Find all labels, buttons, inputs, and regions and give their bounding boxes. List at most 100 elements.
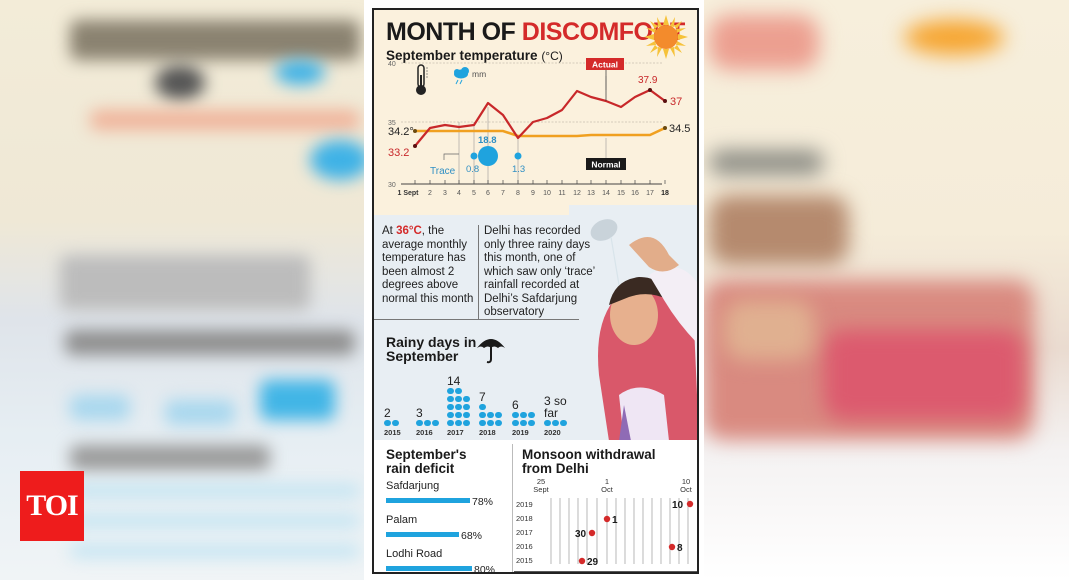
rainy-days-2015: 2 2015 — [384, 405, 410, 437]
blurred-line — [90, 110, 360, 130]
rainy-days-2016: 3 2016 — [416, 405, 442, 437]
tick-1-oct-month: Oct — [601, 485, 614, 494]
year-2016: 2016 — [516, 542, 533, 551]
blurred-thermometer — [155, 65, 205, 100]
rain-label-day8: 1.3 — [512, 164, 525, 175]
point-2017 — [588, 529, 596, 537]
withdrawal-title: Monsoon withdrawal from Delhi — [522, 448, 656, 476]
ytick-35: 35 — [388, 120, 396, 127]
withdrawal-chart: 25 Sept 1 Oct 10 Oct 2019 — [514, 478, 697, 572]
xtick-16: 16 — [631, 190, 639, 197]
deficit-title: September's rain deficit — [386, 448, 467, 476]
rainy-days-2017: 14 2017 — [447, 375, 473, 437]
xtick-10: 10 — [543, 190, 551, 197]
normal-tag-label: Normal — [591, 160, 620, 170]
station-name: Safdarjung — [386, 480, 440, 492]
xtick-15: 15 — [617, 190, 625, 197]
xtick-8: 8 — [516, 190, 520, 197]
point-2015 — [578, 557, 586, 565]
title-part-1: MONTH OF — [386, 18, 522, 46]
tick-10-oct-month: Oct — [680, 485, 693, 494]
xtick-3: 3 — [443, 190, 447, 197]
xtick-18: 18 — [661, 190, 669, 197]
tick-1-oct-day: 1 — [605, 478, 609, 486]
rain-bubble-day8 — [514, 152, 522, 160]
deficit-row-palam: Palam 68% — [386, 514, 506, 542]
blurred-background-right — [704, 0, 1069, 580]
blurred-sun — [904, 20, 1004, 55]
withdrawal-title-1: Monsoon withdrawal — [522, 447, 656, 462]
xtick-17: 17 — [646, 190, 654, 197]
count-label: 3 — [416, 405, 423, 420]
blurred-text — [60, 255, 310, 310]
tick-25-sept-day: 25 — [537, 478, 545, 486]
fact-average-temperature: At 36°C, the average monthly temperature… — [382, 225, 474, 306]
count-label: 3 so far — [544, 393, 567, 420]
xtick-7: 7 — [501, 190, 505, 197]
actual-tag-label: Actual — [592, 60, 618, 70]
rainy-days-chart: 2 2015 3 2016 14 2017 7 2018 — [384, 375, 584, 437]
year-2017: 2017 — [516, 528, 533, 537]
point-2018 — [603, 515, 611, 523]
label-2018: 1 — [612, 515, 618, 526]
tick-25-sept-month: Sept — [533, 485, 549, 494]
subtitle-text: September temperature — [386, 48, 542, 63]
deficit-title-2: rain deficit — [386, 461, 455, 476]
xtick-12: 12 — [573, 190, 581, 197]
label-2015: 29 — [587, 557, 599, 568]
infographic-card: MONTH OF DISCOMFORT September temperatur… — [372, 8, 699, 574]
xtick-9: 9 — [531, 190, 535, 197]
year-2015: 2015 — [516, 556, 533, 565]
rain-label-day6: 18.8 — [478, 135, 497, 146]
actual-tag — [586, 58, 624, 70]
sun-icon — [644, 15, 688, 59]
temperature-section: MONTH OF DISCOMFORT September temperatur… — [374, 10, 697, 215]
actual-start-label: 33.2 — [388, 147, 409, 159]
blurred-circle — [310, 140, 370, 180]
year-2018: 2018 — [516, 514, 533, 523]
station-name: Lodhi Road — [386, 548, 443, 560]
facts-and-rainy-days-section: At 36°C, the average monthly temperature… — [374, 205, 697, 441]
blurred-dots — [260, 380, 335, 420]
section-divider — [512, 444, 513, 572]
xtick-2: 2 — [428, 190, 432, 197]
deficit-title-1: September's — [386, 447, 467, 462]
blurred-scarf — [824, 330, 1024, 420]
label-2016: 8 — [677, 543, 683, 554]
divider — [374, 319, 579, 320]
rain-cloud-icon — [454, 67, 469, 85]
tick-10-oct-day: 10 — [682, 478, 690, 486]
rainy-days-title-1: Rainy days in — [386, 334, 477, 350]
fact-rainy-days: Delhi has recorded only three rainy days… — [478, 225, 598, 320]
rainy-days-title: Rainy days in September — [386, 335, 476, 363]
woman-pouring-water-photo — [569, 205, 697, 441]
blurred-cloud — [275, 60, 325, 85]
rainy-days-2020: 3 so far 2020 — [544, 393, 578, 437]
blurred-title — [70, 20, 360, 60]
xtick-4: 4 — [457, 190, 461, 197]
ytick-40: 40 — [388, 61, 396, 68]
rain-label-trace: Trace — [430, 166, 456, 177]
xtick-6: 6 — [486, 190, 490, 197]
normal-end-label: 34.5 — [669, 123, 690, 135]
count-label: 2 — [384, 405, 391, 420]
deficit-row-lodhi-road: Lodhi Road 80% — [386, 548, 506, 574]
fact-left-highlight: 36°C — [396, 225, 422, 237]
blurred-label — [709, 150, 824, 175]
year-label: 2020 — [544, 428, 561, 437]
blurred-dots-small — [70, 395, 130, 420]
deficit-pct: 80% — [474, 564, 496, 574]
subtitle-unit: (°C) — [541, 49, 563, 63]
count-label: 7 — [479, 389, 486, 404]
deficit-pct: 68% — [461, 530, 483, 542]
infographic-panel: MONTH OF DISCOMFORT September temperatur… — [364, 0, 704, 580]
actual-line — [414, 88, 666, 147]
rain-bubble-day6 — [478, 146, 498, 166]
withdrawal-title-2: from Delhi — [522, 461, 589, 476]
rainy-days-2018: 7 2018 — [479, 389, 505, 437]
count-label: 6 — [512, 397, 519, 412]
station-name: Palam — [386, 514, 418, 526]
point-2019 — [686, 500, 694, 508]
year-label: 2019 — [512, 428, 529, 437]
chart-subtitle: September temperature (°C) — [386, 48, 563, 63]
